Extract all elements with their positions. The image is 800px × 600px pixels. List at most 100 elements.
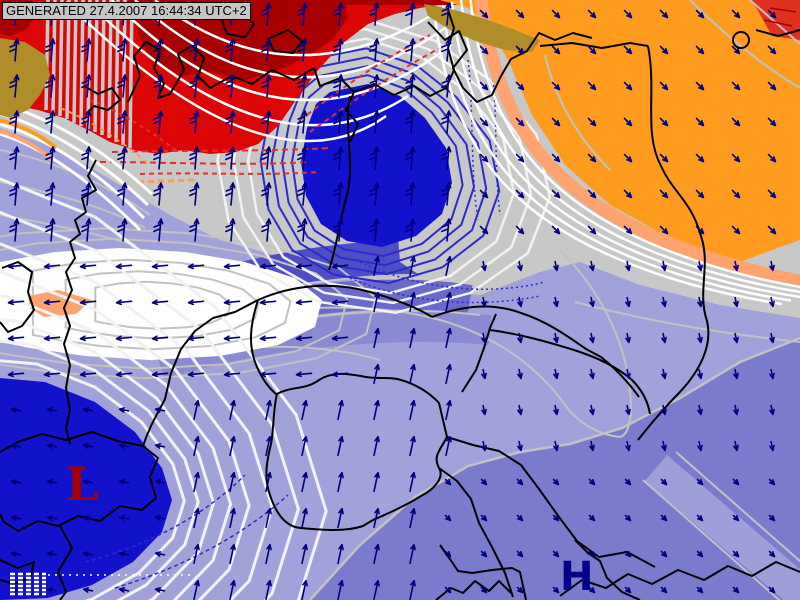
- wind-arrow: [337, 543, 344, 565]
- wind-arrow: [623, 9, 633, 19]
- wind-arrow: [7, 299, 25, 306]
- wind-arrow: [331, 299, 349, 306]
- wind-arrow: [118, 587, 130, 593]
- wind-arrow: [587, 153, 597, 163]
- wind-arrow: [695, 81, 705, 91]
- stripe-line: [79, 0, 85, 127]
- wind-arrow: [769, 296, 775, 308]
- wind-arrow: [516, 586, 524, 594]
- wind-arrow: [769, 368, 775, 380]
- wind-arrow: [588, 514, 596, 522]
- wind-arrow: [115, 299, 133, 306]
- wind-arrow: [733, 440, 739, 452]
- wind-arrow: [624, 514, 632, 522]
- wind-arrow: [259, 335, 277, 342]
- wind-arrow: [732, 478, 740, 486]
- wind-arrow: [481, 368, 487, 380]
- wind-arrow: [369, 218, 380, 242]
- wind-arrow: [297, 2, 308, 26]
- wind-arrow: [517, 440, 523, 452]
- wind-arrow: [517, 260, 523, 272]
- wind-arrow: [409, 543, 416, 565]
- wind-arrow: [117, 218, 128, 242]
- wind-arrow: [151, 299, 169, 306]
- contour-ring: [0, 294, 233, 600]
- wind-arrow: [46, 515, 58, 521]
- wind-arrow: [297, 38, 308, 62]
- wind-arrow: [553, 296, 559, 308]
- wind-arrow: [373, 291, 380, 313]
- wind-arrow: [515, 9, 525, 19]
- wind-arrow: [732, 550, 740, 558]
- wind-arrow: [369, 74, 380, 98]
- wind-arrow: [551, 117, 561, 127]
- wind-arrow: [9, 218, 20, 242]
- wind-arrow: [405, 2, 416, 26]
- wind-arrow: [551, 45, 561, 55]
- wind-arrow: [301, 471, 308, 493]
- generated-timestamp-label: GENERATED 27.4.2007 16:44:34 UTC+2: [2, 2, 251, 20]
- wind-arrow: [10, 443, 22, 449]
- wind-arrow: [7, 263, 25, 270]
- wind-arrow: [117, 38, 128, 62]
- wind-arrow: [625, 332, 631, 344]
- wind-arrow: [117, 146, 128, 170]
- wind-arrow: [46, 443, 58, 449]
- wind-arrow: [444, 586, 452, 594]
- wind-arrow: [337, 435, 344, 457]
- wind-arrow: [479, 225, 489, 235]
- wind-arrow: [82, 515, 94, 521]
- wind-arrow: [151, 335, 169, 342]
- wind-arrow: [589, 368, 595, 380]
- wind-arrow: [153, 182, 164, 206]
- wind-arrow: [768, 586, 776, 594]
- wind-arrow: [515, 117, 525, 127]
- wind-arrow: [659, 81, 669, 91]
- wind-arrow: [587, 81, 597, 91]
- wind-arrow: [515, 225, 525, 235]
- wind-arrow: [373, 471, 380, 493]
- wind-arrow: [623, 189, 633, 199]
- wind-arrow: [79, 299, 97, 306]
- wind-arrow: [589, 404, 595, 416]
- wind-arrow: [297, 110, 308, 134]
- wind-arrow: [409, 291, 416, 313]
- wind-arrow: [45, 38, 56, 62]
- wind-arrow: [193, 399, 200, 421]
- wind-arrow: [445, 363, 452, 385]
- wind-arrow: [480, 514, 488, 522]
- salmon-band: [474, 0, 800, 288]
- wind-arrow: [265, 507, 272, 529]
- wind-arrow: [409, 507, 416, 529]
- wind-arrow: [441, 74, 452, 98]
- wind-arrow: [769, 260, 775, 272]
- wind-arrow: [193, 579, 200, 600]
- wind-arrow: [82, 479, 94, 485]
- contour-ring: [0, 339, 200, 600]
- wind-arrow: [369, 110, 380, 134]
- wind-arrow: [697, 368, 703, 380]
- wind-arrow: [45, 110, 56, 134]
- wind-arrow: [261, 2, 272, 26]
- wind-arrow: [589, 332, 595, 344]
- wind-arrow: [259, 299, 277, 306]
- contour-ring: [0, 237, 349, 370]
- wind-arrow: [769, 332, 775, 344]
- wind-arrow: [623, 45, 633, 55]
- wind-arrow: [517, 404, 523, 416]
- wind-arrow: [768, 478, 776, 486]
- wind-arrow: [10, 515, 22, 521]
- wind-arrow: [768, 550, 776, 558]
- wind-arrow: [625, 440, 631, 452]
- wind-arrow: [337, 471, 344, 493]
- wind-arrow: [118, 443, 130, 449]
- wind-arrow: [732, 514, 740, 522]
- wind-arrow: [295, 263, 313, 270]
- wind-arrow: [768, 514, 776, 522]
- wind-arrow: [301, 579, 308, 600]
- contour-ring: [0, 177, 328, 600]
- wind-arrow: [154, 443, 166, 449]
- wind-arrow: [733, 332, 739, 344]
- wind-arrow: [79, 371, 97, 378]
